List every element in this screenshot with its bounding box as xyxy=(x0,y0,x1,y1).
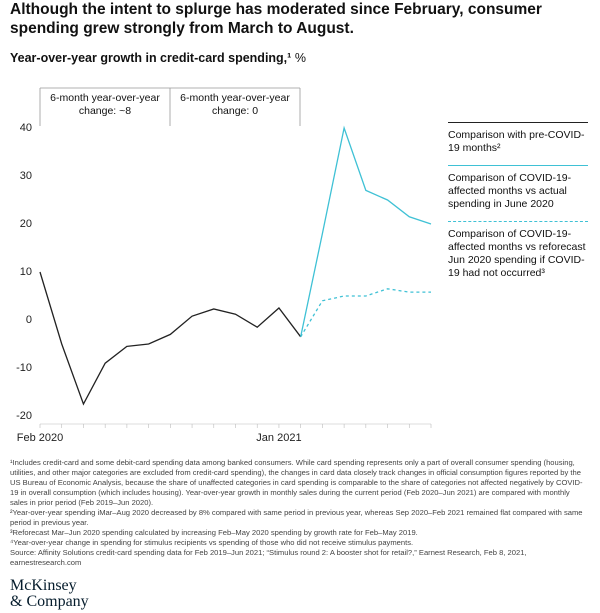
footnotes: ¹Includes credit-card and some debit-car… xyxy=(10,458,585,568)
y-tick-label: 40 xyxy=(20,122,32,134)
series-line xyxy=(300,288,431,338)
subtitle-text: Year-over-year growth in credit-card spe… xyxy=(10,51,292,65)
legend-entry: Comparison with pre-COVID-19 months² xyxy=(448,122,588,155)
legend-entry: Comparison of COVID-19-affected months v… xyxy=(448,165,588,211)
y-tick-label: 10 xyxy=(20,266,32,278)
logo-line: McKinsey xyxy=(10,577,77,594)
footnote: ⁴Year-over-year change in spending for s… xyxy=(10,538,414,547)
annotation: 6-month year-over-year change: 0 xyxy=(180,92,290,117)
footnote: Source: Affinity Solutions credit-card s… xyxy=(10,548,527,567)
x-tick-label: Jan 2021 xyxy=(256,432,301,444)
series-line xyxy=(300,125,432,337)
footnote: ²Year-over-year spending iMar–Aug 2020 d… xyxy=(10,508,583,527)
x-tick-label: Feb 2020 xyxy=(17,432,63,444)
legend: Comparison with pre-COVID-19 months² Comp… xyxy=(448,122,588,290)
logo-line: & Company xyxy=(10,593,89,610)
annotation: 6-month year-over-year change: ~8 xyxy=(50,92,160,117)
chart-subtitle: Year-over-year growth in credit-card spe… xyxy=(10,51,306,65)
unit: % xyxy=(294,51,306,65)
chart-title: Although the intent to splurge has moder… xyxy=(10,1,542,37)
footnote: ³Reforecast Mar–Jun 2020 spending calcul… xyxy=(10,528,418,537)
y-tick-label: 0 xyxy=(26,314,32,326)
legend-entry: Comparison of COVID-19-affected months v… xyxy=(448,221,588,280)
series-line xyxy=(39,271,302,406)
y-tick-label: -10 xyxy=(16,362,32,374)
y-tick-label: -20 xyxy=(16,410,32,422)
y-tick-label: 30 xyxy=(20,170,32,182)
logo: McKinsey & Company xyxy=(10,578,89,610)
footnote: ¹Includes credit-card and some debit-car… xyxy=(10,458,583,507)
y-tick-label: 20 xyxy=(20,218,32,230)
